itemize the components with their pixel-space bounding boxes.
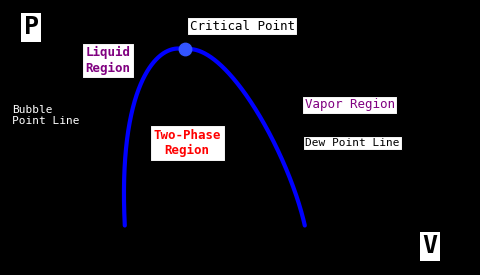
Text: V: V: [422, 234, 437, 258]
Text: Two-Phase
Region: Two-Phase Region: [154, 129, 221, 157]
Text: Vapor Region: Vapor Region: [305, 98, 395, 111]
Point: [181, 47, 189, 52]
Text: Critical Point: Critical Point: [190, 20, 295, 33]
Text: Bubble
Point Line: Bubble Point Line: [12, 105, 80, 126]
Text: P: P: [24, 15, 39, 40]
Text: Dew Point Line: Dew Point Line: [305, 138, 399, 148]
Text: Liquid
Region: Liquid Region: [85, 46, 131, 75]
